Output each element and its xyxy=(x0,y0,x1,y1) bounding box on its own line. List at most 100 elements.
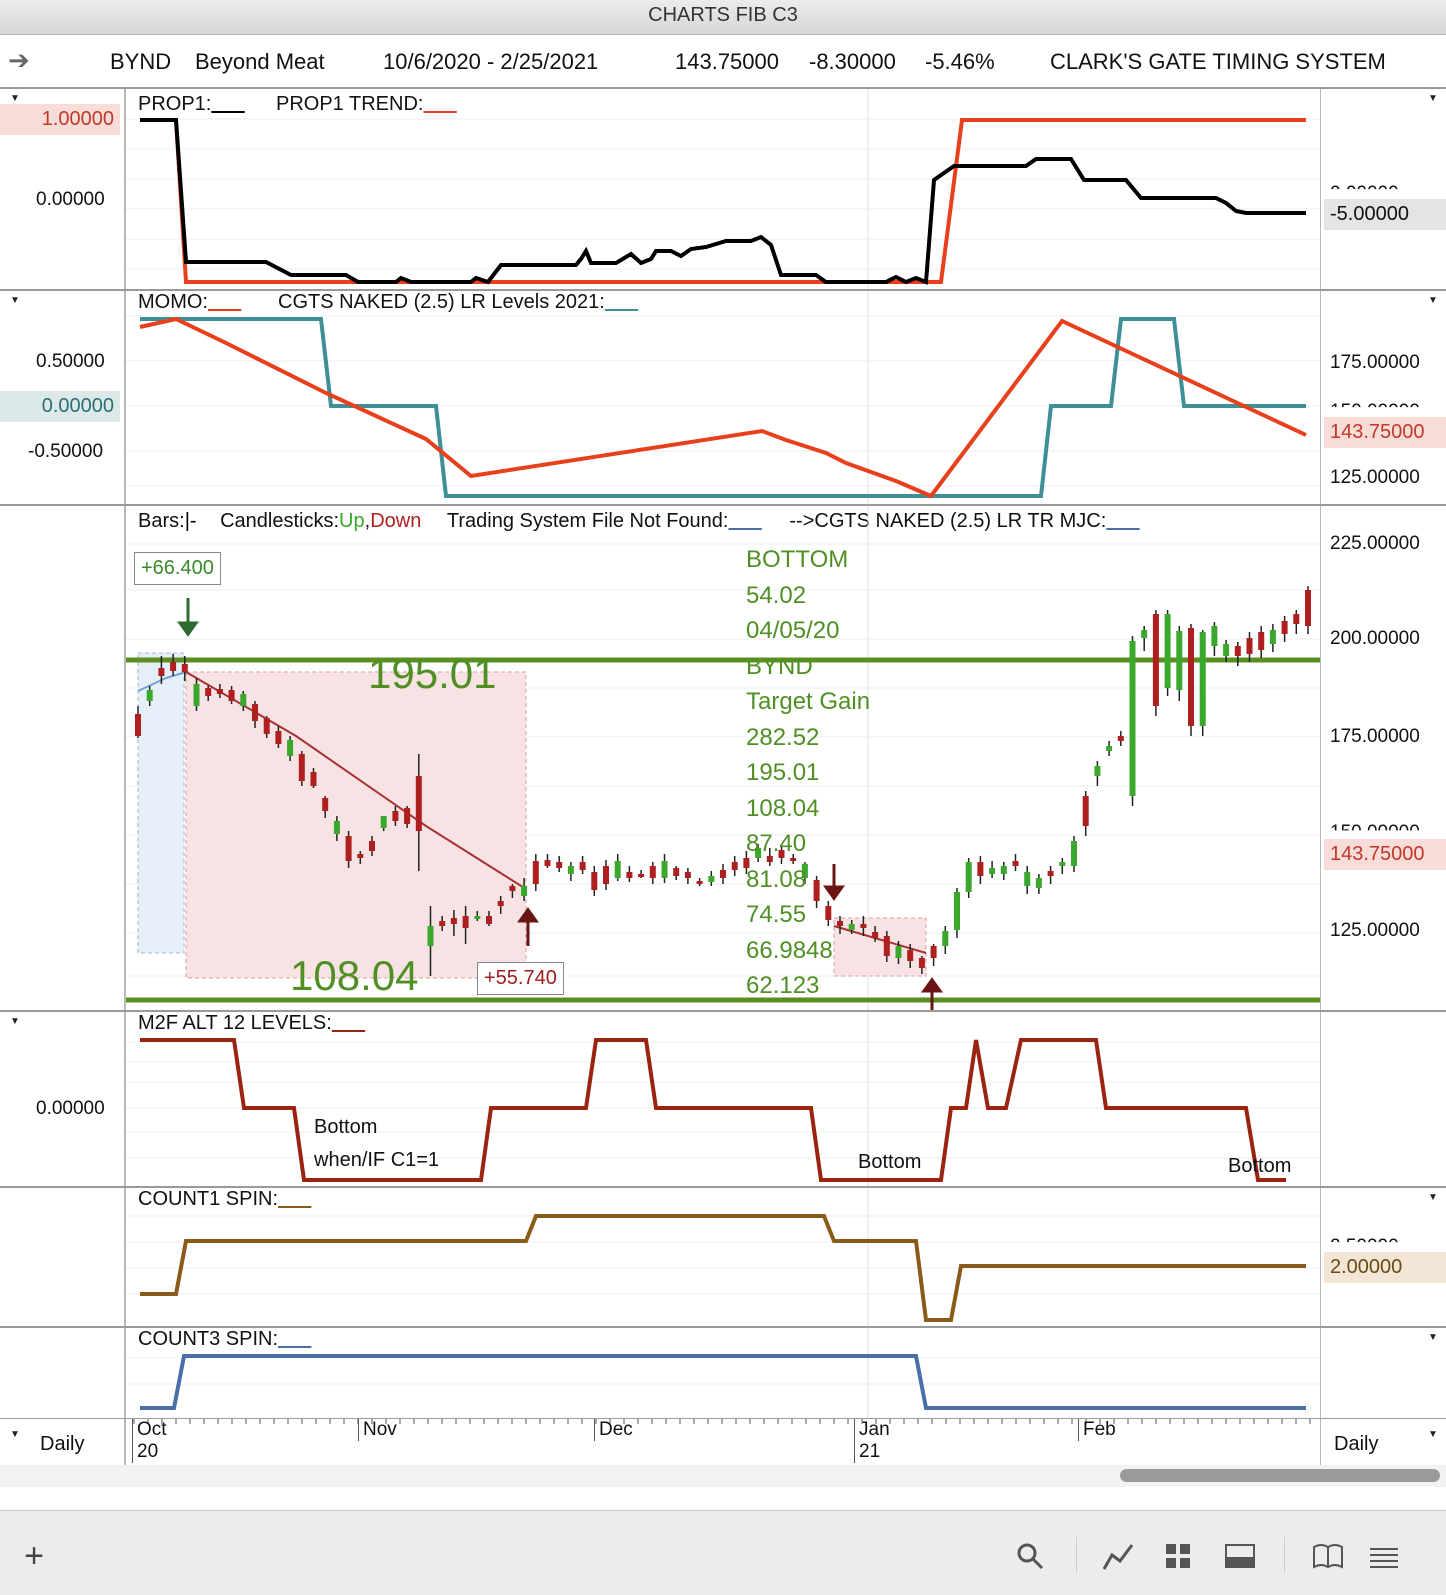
period-right[interactable]: Daily xyxy=(1334,1433,1379,1455)
prop1-trend-line xyxy=(140,118,1306,284)
candle-body xyxy=(228,690,235,701)
candle-body xyxy=(404,808,411,824)
candle-body xyxy=(345,836,352,861)
candle-body xyxy=(1234,646,1241,656)
candle-body xyxy=(486,916,492,924)
month-oct: Oct 20 xyxy=(132,1419,167,1463)
momo-left-top: 0.50000 xyxy=(36,351,105,372)
candle-body xyxy=(907,950,914,961)
panel-menu-icon[interactable]: ▼ xyxy=(10,295,20,306)
candle-body xyxy=(1106,746,1113,751)
search-icon[interactable] xyxy=(1012,1541,1048,1571)
prop1-panel[interactable]: ▼ ▼ PROP1: PROP1 TREND: 1.00000 0.00000 … xyxy=(0,89,1446,291)
candle-body xyxy=(380,816,387,828)
m2f-chart xyxy=(126,1012,1320,1186)
candle-body xyxy=(1188,628,1194,726)
candle-body xyxy=(427,926,434,946)
count3-label: COUNT3 SPIN: xyxy=(138,1328,279,1350)
candle-body xyxy=(801,864,808,878)
candle-body xyxy=(1059,862,1066,866)
count3-panel[interactable]: ▼ COUNT3 SPIN: xyxy=(0,1328,1446,1419)
panel-icon[interactable] xyxy=(1222,1541,1258,1571)
add-icon[interactable]: + xyxy=(24,1537,44,1575)
panel-menu-icon[interactable]: ▼ xyxy=(1428,1332,1438,1343)
candle-body xyxy=(825,906,832,920)
candle-body xyxy=(170,662,177,671)
book-icon[interactable] xyxy=(1310,1541,1346,1571)
up-arrow-dark xyxy=(517,907,539,946)
axis-menu-icon[interactable]: ▼ xyxy=(1428,1429,1438,1440)
price-axis-225: 225.00000 xyxy=(1330,533,1420,554)
horizontal-scrollbar[interactable] xyxy=(1120,1469,1440,1482)
bottom-annotation: BOTTOM 54.02 04/05/20 BYND Target Gain 282.… xyxy=(746,546,871,999)
candle-body xyxy=(1152,614,1159,706)
panel-menu-icon[interactable]: ▼ xyxy=(10,1016,20,1027)
panel-menu-icon[interactable]: ▼ xyxy=(1428,93,1438,104)
candle-body xyxy=(1035,878,1042,888)
price-panel[interactable]: Bars:|- Candlesticks:Up,Down Trading Sys… xyxy=(0,506,1446,1012)
candle-body xyxy=(263,718,270,734)
scroll-track[interactable] xyxy=(0,1465,1446,1487)
menu-icon[interactable] xyxy=(1366,1541,1402,1571)
axis-menu-icon[interactable]: ▼ xyxy=(10,1429,20,1440)
candle-body xyxy=(1012,861,1019,866)
candle-body xyxy=(1223,644,1230,656)
candle-body xyxy=(333,821,340,834)
period-left[interactable]: Daily xyxy=(40,1433,85,1455)
candle-body xyxy=(918,958,925,968)
prop1-chart xyxy=(126,89,1320,289)
panel-menu-icon[interactable]: ▼ xyxy=(1428,1192,1438,1203)
candle-body xyxy=(1293,614,1300,624)
candle-body xyxy=(252,704,258,721)
level-low-label: 108.04 xyxy=(290,952,419,999)
candle-body xyxy=(1082,796,1089,826)
gain-box-top: +66.400 xyxy=(134,552,221,585)
candle-body xyxy=(135,714,141,736)
momo-left-badge: 0.00000 xyxy=(0,391,120,422)
candle-body xyxy=(1199,632,1206,726)
count1-right-partial: 2.50000 xyxy=(1330,1236,1399,1257)
date-range: 10/6/2020 - 2/25/2021 xyxy=(383,49,599,74)
m2f-note-condition: when/IF C1=1 xyxy=(314,1149,440,1171)
momo-panel[interactable]: ▼ ▼ MOMO: CGTS NAKED (2.5) LR Levels 202… xyxy=(0,291,1446,506)
candle-body xyxy=(895,946,902,958)
candle-body xyxy=(837,921,843,926)
cgts-levels-line xyxy=(140,317,1306,498)
line-chart-icon[interactable] xyxy=(1100,1541,1136,1571)
candle-body xyxy=(883,936,890,956)
candle-body xyxy=(415,776,422,831)
candle-body xyxy=(1024,872,1031,886)
candle-body xyxy=(193,684,200,706)
candle-body xyxy=(158,668,165,676)
momo-right-badge: 143.75000 xyxy=(1324,417,1446,448)
arrow-icon[interactable]: ➔ xyxy=(8,45,30,75)
m2f-line xyxy=(140,1038,1286,1182)
symbol-header: ➔ BYND Beyond Meat 10/6/2020 - 2/25/2021… xyxy=(0,35,1446,89)
up-arrow-dark2 xyxy=(921,977,943,1010)
candle-body xyxy=(872,932,879,938)
grid-icon[interactable] xyxy=(1160,1541,1196,1571)
candle-body xyxy=(1141,630,1148,638)
candle-body xyxy=(567,866,574,874)
window-title-bar: CHARTS FIB C3 xyxy=(0,0,1446,35)
price-axis-150: 150.00000 xyxy=(1330,822,1420,843)
symbol: BYND xyxy=(110,49,172,74)
candle-body xyxy=(989,868,996,874)
candle-body xyxy=(942,931,949,946)
blue-zone xyxy=(137,652,185,954)
candle-body xyxy=(954,892,960,930)
panel-menu-icon[interactable]: ▼ xyxy=(10,93,20,104)
momo-left-bottom: -0.50000 xyxy=(28,441,104,462)
gain-box-bottom: +55.740 xyxy=(477,962,564,995)
candle-body xyxy=(673,868,680,876)
m2f-panel[interactable]: ▼ M2F ALT 12 LEVELS: 0.00000 Bottom when… xyxy=(0,1012,1446,1188)
candle-body xyxy=(790,858,797,861)
count1-panel[interactable]: ▼ COUNT1 SPIN: 2.50000 2.00000 xyxy=(0,1188,1446,1328)
last-price: 143.75000 xyxy=(675,49,779,74)
count3-chart xyxy=(126,1328,1320,1418)
bottom-toolbar: + xyxy=(0,1510,1446,1595)
count1-chart xyxy=(126,1188,1320,1326)
panel-menu-icon[interactable]: ▼ xyxy=(1428,295,1438,306)
candle-body xyxy=(766,856,773,862)
price-chart xyxy=(126,506,1320,1010)
